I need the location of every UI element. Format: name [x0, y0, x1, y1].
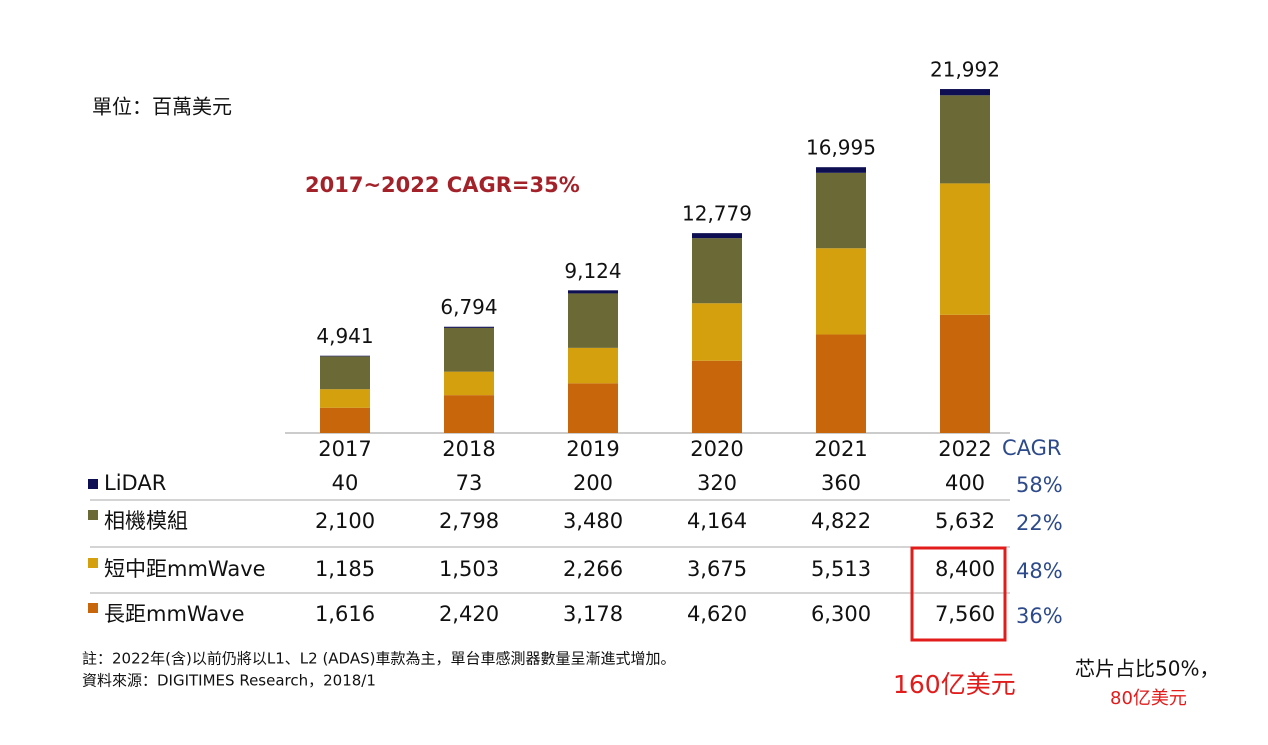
table-value: 7,560: [935, 602, 995, 626]
total-label: 21,992: [930, 58, 1000, 82]
bar-segment: [320, 389, 370, 408]
annotation: 2017~2022 CAGR=35%: [305, 173, 580, 197]
note: 註：2022年(含)以前仍將以L1、L2 (ADAS)車款為主，單台車感測器數量…: [82, 650, 676, 668]
table-value: 3,480: [563, 509, 623, 533]
cagr-value: 22%: [1016, 511, 1063, 535]
bar-segment: [444, 371, 494, 396]
bar-segment: [692, 360, 742, 433]
table-value: 320: [697, 471, 737, 495]
x-tick-label: 2018: [442, 437, 495, 461]
total-label: 4,941: [316, 324, 373, 348]
table-value: 360: [821, 471, 861, 495]
bar-segment: [692, 233, 742, 239]
table-value: 40: [332, 471, 359, 495]
bar-segment: [568, 347, 618, 384]
legend-swatch: [88, 558, 98, 568]
legend-swatch: [88, 479, 98, 489]
bar-segment: [816, 248, 866, 335]
table-value: 4,164: [687, 509, 747, 533]
callout: 160亿美元: [893, 670, 1016, 699]
table-value: 3,178: [563, 602, 623, 626]
bar-segment: [444, 327, 494, 372]
total-label: 16,995: [806, 136, 876, 160]
table-value: 1,616: [315, 602, 375, 626]
note: 資料來源：DIGITIMES Research，2018/1: [82, 672, 376, 690]
side-note: 80亿美元: [1110, 688, 1187, 709]
bar-segment: [940, 89, 990, 96]
table-value: 4,620: [687, 602, 747, 626]
table-value: 2,798: [439, 509, 499, 533]
cagr-value: 48%: [1016, 559, 1063, 583]
x-tick-label: 2019: [566, 437, 619, 461]
table-value: 6,300: [811, 602, 871, 626]
table-value: 1,185: [315, 557, 375, 581]
bar-segment: [940, 183, 990, 315]
bar-segment: [692, 238, 742, 304]
table-value: 5,513: [811, 557, 871, 581]
cagr-value: 58%: [1016, 473, 1063, 497]
table-value: 1,503: [439, 557, 499, 581]
bar-segment: [568, 293, 618, 348]
highlight-box: [910, 546, 1007, 642]
table-value: 5,632: [935, 509, 995, 533]
bar-segment: [320, 355, 370, 357]
table-value: 4,822: [811, 509, 871, 533]
bar-segment: [444, 326, 494, 328]
unit-label: 單位：百萬美元: [92, 95, 232, 119]
table-value: 2,266: [563, 557, 623, 581]
bar-segment: [816, 334, 866, 433]
table-value: 200: [573, 471, 613, 495]
legend-label: 相機模組: [104, 509, 188, 533]
bar-segment: [816, 172, 866, 249]
table-value: 73: [456, 471, 483, 495]
bar-segment: [320, 407, 370, 433]
table-value: 400: [945, 471, 985, 495]
legend-label: LiDAR: [104, 471, 166, 495]
bar-segment: [320, 356, 370, 390]
cagr-header: CAGR: [1002, 436, 1062, 460]
total-label: 6,794: [440, 295, 497, 319]
cagr-value: 36%: [1016, 604, 1063, 628]
table-value: 3,675: [687, 557, 747, 581]
total-label: 9,124: [564, 259, 621, 283]
bar-segment: [816, 167, 866, 173]
bar-segment: [568, 290, 618, 294]
table-value: 2,420: [439, 602, 499, 626]
x-tick-label: 2017: [318, 437, 371, 461]
legend-swatch: [88, 603, 98, 613]
legend-label: 短中距mmWave: [104, 557, 266, 581]
legend-label: 長距mmWave: [104, 602, 245, 626]
bar-segment: [568, 383, 618, 433]
x-tick-label: 2022: [938, 437, 991, 461]
bar-segment: [940, 314, 990, 433]
bar-segment: [940, 95, 990, 184]
table-value: 2,100: [315, 509, 375, 533]
total-label: 12,779: [682, 202, 752, 226]
bar-segment: [692, 303, 742, 361]
table-value: 8,400: [935, 557, 995, 581]
x-tick-label: 2020: [690, 437, 743, 461]
legend-swatch: [88, 510, 98, 520]
side-note: 芯片占比50%，: [1075, 657, 1219, 681]
bar-segment: [444, 395, 494, 433]
x-tick-label: 2021: [814, 437, 867, 461]
